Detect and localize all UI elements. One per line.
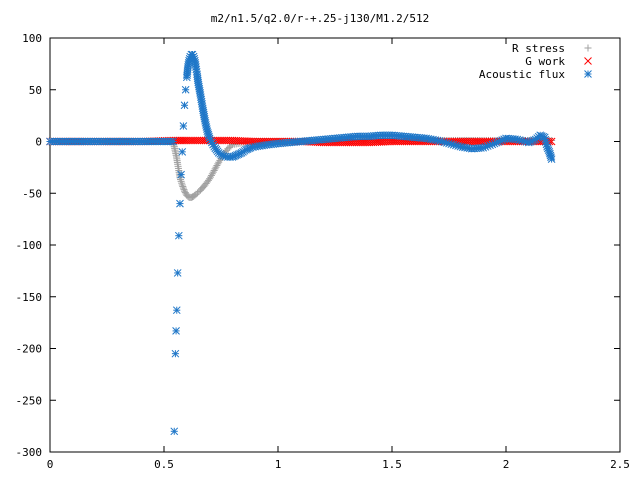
y-axis: 100 50 0 -50 -100 -150 -200 -250 -300 bbox=[16, 32, 620, 459]
x-tick-label: 1 bbox=[275, 458, 282, 471]
data-point bbox=[180, 186, 188, 194]
y-tick-label: -50 bbox=[22, 187, 42, 200]
data-point bbox=[206, 175, 214, 183]
y-tick-label: -300 bbox=[16, 446, 43, 459]
data-point bbox=[547, 155, 556, 163]
series-2 bbox=[46, 50, 556, 436]
legend-marker bbox=[584, 44, 592, 52]
y-tick-label: -150 bbox=[16, 291, 43, 304]
data-point bbox=[172, 306, 181, 315]
data-point bbox=[211, 165, 219, 173]
data-point bbox=[216, 156, 224, 164]
x-tick-label: 0 bbox=[47, 458, 54, 471]
data-point bbox=[181, 85, 190, 94]
data-point bbox=[179, 183, 187, 191]
y-tick-label: 0 bbox=[35, 136, 42, 149]
data-point bbox=[173, 269, 182, 277]
data-point bbox=[169, 137, 177, 146]
legend-label: Acoustic flux bbox=[479, 68, 565, 81]
data-point bbox=[209, 168, 217, 176]
data-point bbox=[207, 171, 215, 179]
x-tick-label: 1.5 bbox=[382, 458, 402, 471]
data-point bbox=[179, 122, 188, 130]
data-point bbox=[174, 231, 183, 240]
data-point bbox=[213, 162, 221, 170]
legend-label: R stress bbox=[512, 42, 565, 55]
data-point bbox=[208, 170, 216, 178]
y-tick-label: -200 bbox=[16, 343, 43, 356]
data-point bbox=[178, 179, 186, 187]
data-point bbox=[175, 136, 184, 145]
plot-frame bbox=[49, 37, 621, 453]
data-point bbox=[177, 170, 185, 179]
data-point bbox=[178, 147, 187, 156]
y-tick-label: -250 bbox=[16, 394, 43, 407]
x-tick-label: 2.5 bbox=[610, 458, 630, 471]
x-tick-label: 0.5 bbox=[154, 458, 174, 471]
x-axis: 0 0.5 1 1.5 2 2.5 bbox=[47, 38, 630, 471]
series-layer bbox=[46, 50, 556, 436]
data-point bbox=[177, 177, 185, 185]
data-point bbox=[548, 136, 556, 144]
data-point bbox=[180, 101, 189, 110]
data-point bbox=[177, 136, 185, 145]
chart-title: m2/n1.5/q2.0/r-+.25-j130/M1.2/512 bbox=[211, 12, 430, 25]
legend-marker bbox=[584, 57, 592, 65]
y-tick-label: 50 bbox=[29, 84, 42, 97]
data-point bbox=[170, 427, 179, 436]
data-point bbox=[212, 163, 220, 171]
y-tick-label: 100 bbox=[22, 32, 42, 45]
legend-marker bbox=[584, 70, 592, 78]
y-tick-label: -100 bbox=[16, 239, 43, 252]
data-point bbox=[177, 176, 185, 184]
data-point bbox=[176, 199, 184, 208]
data-point bbox=[215, 158, 223, 166]
data-point bbox=[179, 184, 187, 192]
data-point bbox=[207, 173, 215, 181]
data-point bbox=[210, 166, 218, 174]
legend-label: G work bbox=[525, 55, 565, 68]
data-point bbox=[172, 327, 180, 335]
x-tick-label: 2 bbox=[503, 458, 510, 471]
data-point bbox=[179, 136, 187, 145]
data-point bbox=[171, 349, 180, 358]
data-point bbox=[178, 181, 186, 189]
